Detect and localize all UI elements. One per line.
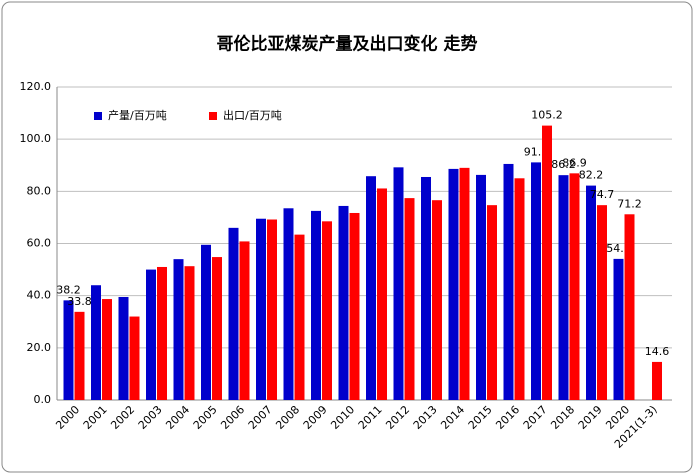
bar: [613, 258, 624, 400]
bar: [201, 244, 211, 400]
bar: [448, 168, 459, 400]
data-label: 82.2: [579, 169, 604, 182]
bar: [432, 200, 442, 400]
bar: [74, 311, 85, 400]
bar: [586, 185, 596, 400]
bar: [393, 167, 404, 400]
bar: [256, 218, 266, 400]
data-label: 86.9: [562, 156, 587, 169]
chart-title: 哥伦比亚煤炭产量及出口变化 走势: [217, 34, 478, 55]
bar: [377, 188, 387, 400]
data-label: 38.2: [56, 283, 81, 296]
bar: [228, 227, 239, 400]
bar: [569, 173, 580, 400]
bar: [531, 162, 541, 400]
bar: [366, 176, 376, 400]
bar: [173, 259, 184, 400]
bar: [129, 316, 140, 400]
bar: [652, 361, 662, 400]
y-tick-label: 120.0: [20, 80, 52, 93]
bar: [283, 208, 294, 400]
bar: [349, 212, 360, 400]
bar: [146, 269, 156, 400]
data-label: 86.2: [551, 158, 576, 171]
bar: [421, 176, 431, 400]
bar: [597, 205, 607, 400]
y-tick-label: 40.0: [27, 289, 52, 302]
bar: [267, 219, 277, 400]
bar: [514, 178, 525, 400]
bar: [239, 241, 250, 400]
bar: [624, 214, 635, 400]
y-tick-label: 0.0: [34, 393, 52, 406]
bar: [311, 210, 321, 400]
y-tick-label: 20.0: [27, 341, 52, 354]
legend-swatch: [209, 112, 217, 120]
data-label: 105.2: [531, 109, 563, 122]
bar: [503, 163, 514, 400]
y-tick-label: 100.0: [20, 132, 52, 145]
bar: [476, 174, 486, 400]
data-label: 71.2: [617, 197, 642, 210]
bar: [322, 221, 332, 400]
bar: [404, 198, 415, 400]
bar: [294, 234, 305, 400]
legend-label: 产量/百万吨: [108, 108, 167, 122]
bar: [118, 296, 129, 400]
bar: [542, 125, 552, 400]
legend-swatch: [94, 112, 102, 120]
bar: [184, 266, 195, 400]
bar: [63, 300, 74, 400]
data-label: 74.7: [590, 188, 615, 201]
y-tick-label: 60.0: [27, 237, 52, 250]
bar: [558, 175, 569, 400]
data-label: 14.6: [645, 345, 670, 358]
y-tick-label: 80.0: [27, 184, 52, 197]
legend-label: 出口/百万吨: [223, 108, 282, 122]
bar: [91, 285, 101, 400]
data-label: 33.8: [67, 295, 92, 308]
bar: [338, 205, 349, 400]
bar: [157, 266, 167, 400]
bar: [102, 299, 112, 400]
bar: [487, 205, 497, 400]
bar: [212, 257, 222, 400]
bar: [459, 167, 470, 400]
